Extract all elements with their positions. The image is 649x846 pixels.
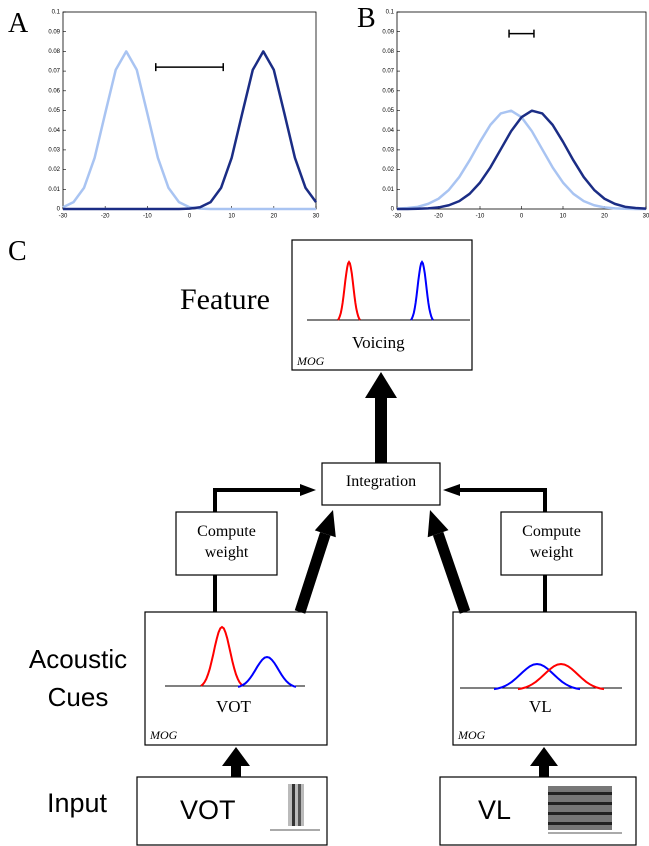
y-tick-label: 0.09: [48, 29, 60, 35]
curve-label: Voicing: [352, 333, 405, 353]
x-tick-label: 0: [188, 214, 192, 220]
x-tick-label: -10: [143, 214, 152, 220]
y-tick-label: 0.06: [382, 88, 394, 94]
row-label: Acoustic Cues: [18, 640, 138, 716]
y-tick-label: 0.08: [48, 49, 60, 55]
y-tick-label: 0.05: [48, 108, 60, 114]
spectrogram: [548, 786, 622, 833]
integration-label: Integration: [322, 473, 440, 491]
x-tick-label: 20: [601, 214, 608, 220]
y-tick-label: 0.02: [382, 167, 394, 173]
input-label: VL: [478, 795, 511, 826]
x-tick-label: 0: [520, 214, 524, 220]
y-tick-label: 0.04: [382, 128, 394, 134]
y-tick-label: 0.03: [48, 147, 60, 153]
x-tick-label: 10: [560, 214, 567, 220]
y-tick-label: 0.07: [382, 69, 394, 75]
row-label: Input: [47, 788, 107, 819]
panel-label: A: [8, 8, 28, 40]
x-tick-label: 30: [313, 214, 320, 220]
acoustic-box: [453, 612, 636, 745]
y-tick-label: 0.09: [382, 29, 394, 35]
x-tick-label: 20: [270, 214, 277, 220]
y-tick-label: 0.01: [48, 187, 60, 193]
row-label: Feature: [180, 283, 270, 317]
model-label: MOG: [150, 728, 177, 743]
y-tick-label: 0: [57, 207, 61, 213]
y-tick-label: 0.05: [382, 108, 394, 114]
x-tick-label: -30: [393, 214, 402, 220]
y-tick-label: 0.07: [48, 69, 60, 75]
y-tick-label: 0.08: [382, 49, 394, 55]
curve-label: VL: [529, 697, 552, 717]
y-tick-label: 0.01: [382, 187, 394, 193]
curve-label: VOT: [216, 697, 251, 717]
panel-label: C: [8, 236, 27, 268]
input-label: VOT: [180, 795, 236, 826]
y-tick-label: 0: [391, 207, 395, 213]
model-label: MOG: [297, 354, 324, 369]
x-tick-label: 30: [643, 214, 649, 220]
plot-frame: [63, 12, 316, 209]
y-tick-label: 0.02: [48, 167, 60, 173]
x-tick-label: -10: [476, 214, 485, 220]
figure: 0 0.01 0.02 0.03 0.04 0.05 0.06 0.07 0.08 0.09 0.1…: [0, 0, 649, 846]
x-tick-label: -30: [59, 214, 68, 220]
figure-canvas: 0 0.01 0.02 0.03 0.04 0.05 0.06 0.07 0.08 0.09 0.1…: [0, 0, 649, 846]
acoustic-box: [145, 612, 327, 745]
model-label: MOG: [458, 728, 485, 743]
y-tick-label: 0.04: [48, 128, 60, 134]
y-tick-label: 0.1: [386, 10, 395, 16]
plot-frame: [397, 12, 646, 209]
page: {"chart_data": [ {"type": "line", "label…: [0, 0, 649, 846]
y-tick-label: 0.1: [52, 10, 61, 16]
y-tick-label: 0.03: [382, 147, 394, 153]
x-tick-label: -20: [101, 214, 110, 220]
compute-weight-label: Compute weight: [176, 521, 277, 563]
x-tick-label: -20: [434, 214, 443, 220]
panel-label: B: [357, 3, 376, 35]
compute-weight-label: Compute weight: [501, 521, 602, 563]
y-tick-label: 0.06: [48, 88, 60, 94]
x-tick-label: 10: [228, 214, 235, 220]
